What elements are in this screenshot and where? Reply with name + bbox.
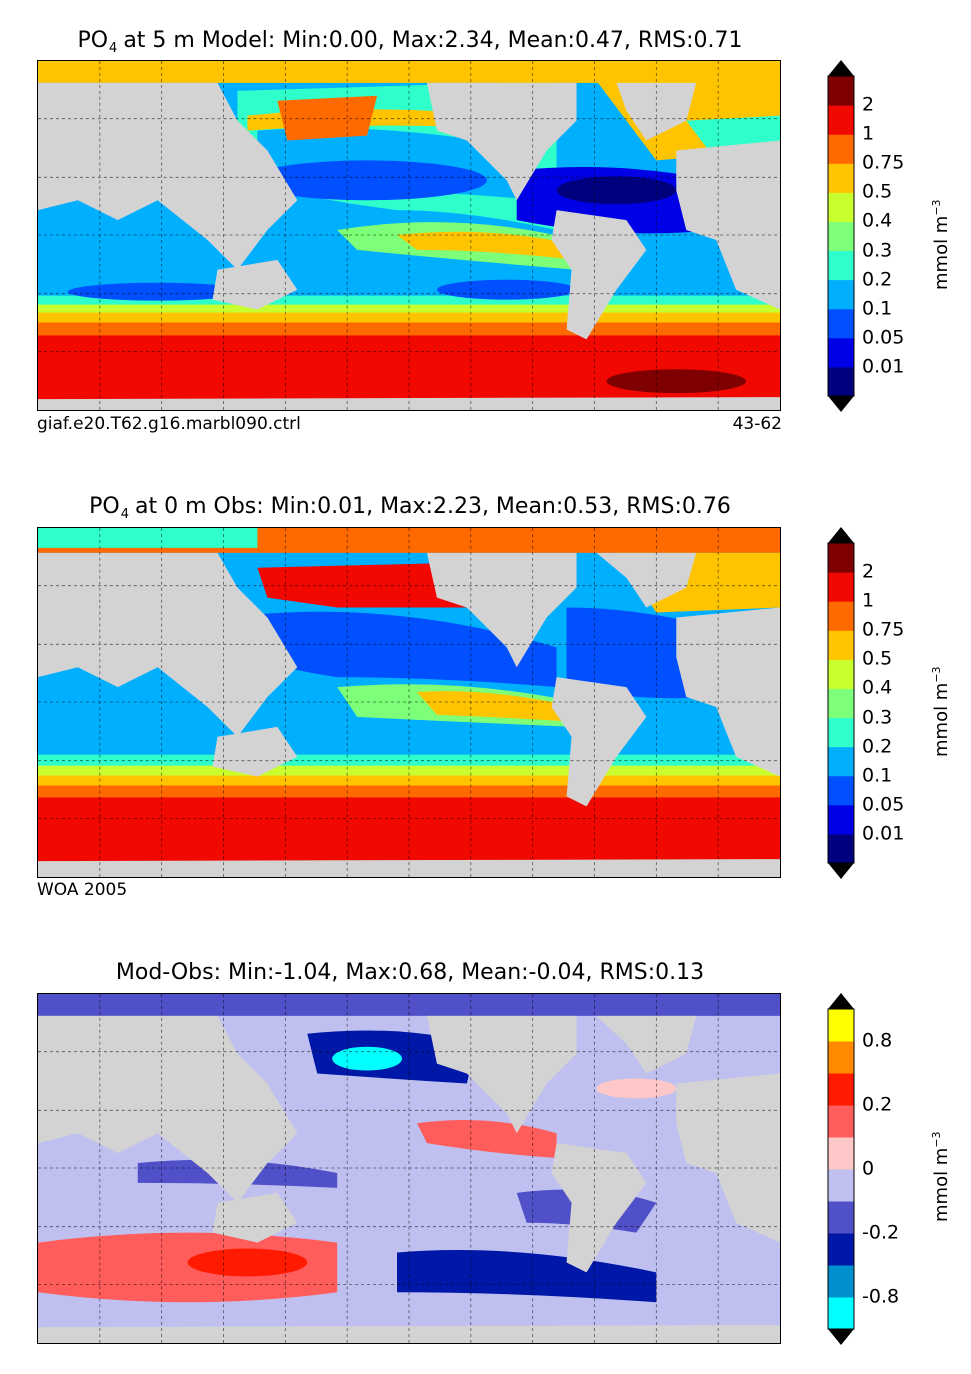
- panel1-colorbar-unit: mmol m−3: [930, 199, 952, 290]
- colorbar-tick-label: 0.3: [862, 706, 893, 729]
- colorbar-swatch: [828, 192, 854, 222]
- colorbar-extend-min: [828, 863, 854, 879]
- colorbar-tick-label: 0.2: [862, 735, 893, 758]
- colorbar-swatch: [828, 1041, 854, 1074]
- panel3-map: [37, 993, 781, 1344]
- colorbar-tick-label: 0.1: [862, 764, 893, 787]
- colorbar-swatch: [828, 1297, 854, 1330]
- colorbar-swatch: [828, 1009, 854, 1042]
- colorbar-tick-label: 0.2: [862, 1093, 893, 1116]
- colorbar-frame: [827, 75, 855, 397]
- colorbar-swatch: [828, 746, 854, 777]
- colorbar-swatch: [828, 105, 854, 135]
- colorbar-tick-label: 0.3: [862, 239, 893, 262]
- panel3-map-svg: [38, 994, 780, 1343]
- colorbar-swatch: [828, 1073, 854, 1106]
- panel2-colorbar: [827, 527, 855, 879]
- colorbar-swatch: [828, 1265, 854, 1298]
- colorbar-tick-label: 0.1: [862, 297, 893, 320]
- colorbar-swatch: [828, 1169, 854, 1202]
- colorbar-frame: [827, 1008, 855, 1330]
- panel1-year-range: 43-62: [732, 414, 782, 434]
- panel2-source-name: WOA 2005: [37, 880, 128, 900]
- panel2-title-prefix: PO: [89, 494, 120, 519]
- panel1-title-rest: at 5 m Model: Min:0.00, Max:2.34, Mean:0…: [123, 28, 743, 53]
- colorbar-swatch: [828, 1105, 854, 1138]
- colorbar-swatch: [828, 221, 854, 252]
- colorbar-extend-max: [828, 993, 854, 1009]
- panel1-map: [37, 60, 781, 411]
- panel3-colorbar: [827, 993, 855, 1345]
- colorbar-tick-label: 0.4: [862, 209, 893, 232]
- colorbar-extend-min: [828, 396, 854, 412]
- panel1-title-sub: 4: [109, 41, 118, 56]
- colorbar-tick-label: 2: [862, 93, 875, 116]
- colorbar-tick-label: 2: [862, 560, 875, 583]
- panel2-title-rest: at 0 m Obs: Min:0.01, Max:2.23, Mean:0.5…: [134, 494, 731, 519]
- colorbar-swatch: [828, 804, 854, 835]
- colorbar-swatch: [828, 688, 854, 719]
- colorbar-tick-label: 0.01: [862, 822, 905, 845]
- colorbar-swatch: [828, 717, 854, 748]
- panel2-map-svg: [38, 528, 780, 877]
- colorbar-tick-label: 0.01: [862, 355, 905, 378]
- colorbar-swatch: [828, 1137, 854, 1170]
- colorbar-swatch: [828, 601, 854, 631]
- colorbar-swatch: [828, 279, 854, 310]
- colorbar-swatch: [828, 366, 854, 397]
- colorbar-extend-max: [828, 527, 854, 543]
- panel2-colorbar-unit: mmol m−3: [930, 666, 952, 757]
- colorbar-tick-label: -0.2: [862, 1221, 900, 1244]
- colorbar-extend-max: [828, 60, 854, 76]
- colorbar-tick-label: 0.75: [862, 618, 905, 641]
- colorbar-swatch: [828, 1233, 854, 1266]
- colorbar-tick-label: 0.75: [862, 151, 905, 174]
- colorbar-tick-label: 1: [862, 122, 875, 145]
- panel1-title-prefix: PO: [77, 28, 109, 53]
- panel2-title: PO4 at 0 m Obs: Min:0.01, Max:2.23, Mean:…: [0, 494, 820, 522]
- colorbar-tick-label: 0: [862, 1157, 875, 1180]
- colorbar-swatch: [828, 543, 854, 573]
- panel1-title: PO4 at 5 m Model: Min:0.00, Max:2.34, Mea…: [0, 28, 820, 56]
- colorbar-tick-label: 1: [862, 589, 875, 612]
- colorbar-frame: [827, 542, 855, 864]
- colorbar-swatch: [828, 308, 854, 339]
- colorbar-extend-min: [828, 1329, 854, 1345]
- colorbar-swatch: [828, 337, 854, 368]
- panel2-title-sub: 4: [120, 507, 129, 522]
- colorbar-tick-label: 0.4: [862, 676, 893, 699]
- colorbar-tick-label: 0.2: [862, 268, 893, 291]
- colorbar-tick-label: 0.05: [862, 326, 905, 349]
- panel3-title: Mod-Obs: Min:-1.04, Max:0.68, Mean:-0.04…: [0, 960, 820, 985]
- colorbar-swatch: [828, 250, 854, 281]
- colorbar-swatch: [828, 572, 854, 602]
- colorbar-swatch: [828, 134, 854, 164]
- colorbar-swatch: [828, 833, 854, 864]
- panel1-map-svg: [38, 61, 780, 410]
- colorbar-swatch: [828, 76, 854, 106]
- colorbar-swatch: [828, 1201, 854, 1234]
- panel3-title-rest: Mod-Obs: Min:-1.04, Max:0.68, Mean:-0.04…: [115, 960, 705, 985]
- colorbar-tick-label: 0.05: [862, 793, 905, 816]
- colorbar-tick-label: 0.5: [862, 647, 893, 670]
- panel1-run-name: giaf.e20.T62.g16.marbl090.ctrl: [37, 414, 301, 434]
- colorbar-swatch: [828, 630, 854, 660]
- colorbar-swatch: [828, 775, 854, 806]
- colorbar-tick-label: 0.8: [862, 1029, 893, 1052]
- colorbar-tick-label: 0.5: [862, 180, 893, 203]
- colorbar-swatch: [828, 659, 854, 689]
- panel2-map: [37, 527, 781, 878]
- colorbar-tick-label: -0.8: [862, 1285, 900, 1308]
- colorbar-swatch: [828, 163, 854, 193]
- panel3-colorbar-unit: mmol m−3: [930, 1131, 952, 1222]
- panel1-colorbar: [827, 60, 855, 412]
